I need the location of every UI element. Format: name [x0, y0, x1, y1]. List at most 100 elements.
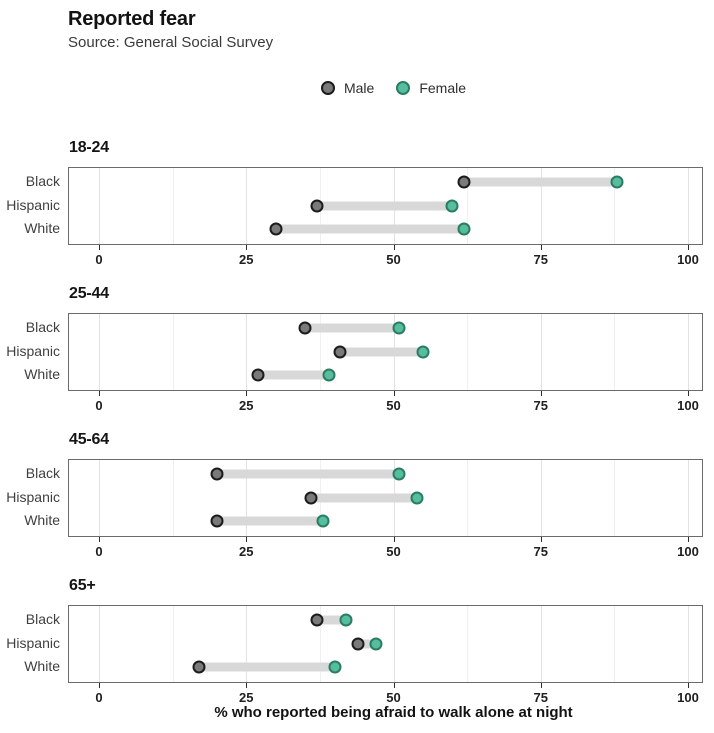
- dumbbell-connector: [305, 323, 400, 333]
- female-dot: [328, 660, 342, 674]
- axis-tick-label: 50: [386, 544, 401, 559]
- facet-title: 18-24: [69, 139, 109, 156]
- legend: Male Female: [99, 77, 688, 99]
- y-axis-labels: Black Hispanic White: [0, 605, 60, 683]
- row-label: Black: [25, 319, 60, 335]
- axis-tick-label: 100: [677, 398, 699, 413]
- dumbbell-connector: [316, 615, 347, 625]
- dumbbell-connector: [340, 347, 423, 356]
- axis-tick: [540, 537, 542, 542]
- dumbbell-connector: [199, 662, 335, 672]
- female-dot: [610, 175, 624, 189]
- axis-tick: [246, 391, 248, 396]
- major-gridline: [540, 606, 542, 682]
- axis-tick: [540, 683, 542, 688]
- row-label: White: [24, 512, 60, 528]
- row-label: Hispanic: [6, 488, 60, 505]
- major-gridline: [688, 168, 689, 244]
- axis-tick: [99, 683, 100, 688]
- axis-tick: [99, 537, 100, 542]
- minor-gridline: [614, 460, 616, 536]
- legend-item-female: Female: [396, 80, 466, 96]
- x-axis: 0 25 50 75 100: [95, 683, 699, 713]
- female-dot: [445, 199, 459, 212]
- dumbbell-connector: [216, 516, 323, 526]
- axis-tick-label: 25: [239, 544, 254, 559]
- major-gridline: [99, 606, 100, 682]
- axis-tick: [393, 537, 395, 542]
- major-gridline: [540, 460, 542, 536]
- plot-panel: [68, 605, 703, 683]
- female-dot: [416, 345, 430, 358]
- facet-25-44: 25-44 Black Hispanic White 0 25 50 75 100: [0, 276, 714, 422]
- minor-gridline: [614, 606, 616, 682]
- axis-tick-label: 75: [533, 690, 548, 705]
- male-dot: [310, 613, 324, 627]
- minor-gridline: [614, 314, 616, 390]
- male-dot: [298, 321, 312, 335]
- facet-title: 65+: [69, 577, 96, 594]
- chart-subtitle: Source: General Social Survey: [68, 34, 274, 51]
- facet-title: 45-64: [69, 431, 109, 448]
- axis-tick-label: 25: [239, 398, 254, 413]
- minor-gridline: [614, 168, 616, 244]
- male-dot: [310, 199, 324, 212]
- female-dot: [392, 467, 406, 481]
- facet-65+: 65+ Black Hispanic White 0 25 50 75 100: [0, 568, 714, 714]
- row-label: Black: [25, 465, 60, 481]
- y-axis-labels: Black Hispanic White: [0, 167, 60, 245]
- major-gridline: [688, 606, 689, 682]
- dumbbell-connector: [311, 493, 418, 502]
- plot-panel: [68, 313, 703, 391]
- legend-item-male: Male: [320, 80, 374, 96]
- row-label: Hispanic: [6, 342, 60, 359]
- major-gridline: [99, 460, 100, 536]
- dumbbell-connector: [358, 639, 376, 648]
- minor-gridline: [467, 314, 469, 390]
- row-label: Hispanic: [6, 196, 60, 213]
- major-gridline: [688, 460, 689, 536]
- y-axis-labels: Black Hispanic White: [0, 313, 60, 391]
- minor-gridline: [172, 606, 174, 682]
- axis-tick-label: 25: [239, 252, 254, 267]
- axis-tick: [246, 245, 248, 250]
- row-label: Hispanic: [6, 634, 60, 651]
- minor-gridline: [467, 460, 469, 536]
- male-dot: [192, 660, 206, 674]
- page-title: Reported fear: [68, 8, 196, 30]
- minor-gridline: [467, 606, 469, 682]
- facet-18-24: 18-24 Black Hispanic White 0 25 50 75 100: [0, 130, 714, 276]
- female-dot: [322, 368, 336, 382]
- minor-gridline: [319, 606, 321, 682]
- axis-tick: [246, 683, 248, 688]
- plot-panel: [68, 167, 703, 245]
- minor-gridline: [467, 168, 469, 244]
- major-gridline: [99, 168, 100, 244]
- x-axis-title: % who reported being afraid to walk alon…: [214, 704, 573, 721]
- axis-tick: [246, 537, 248, 542]
- minor-gridline: [319, 314, 321, 390]
- axis-tick-label: 100: [677, 690, 699, 705]
- axis-tick-label: 0: [95, 398, 103, 413]
- legend-label-female: Female: [419, 80, 467, 96]
- female-dot: [410, 491, 424, 504]
- male-dot: [457, 175, 471, 189]
- axis-tick-label: 100: [677, 252, 699, 267]
- axis-tick: [99, 391, 100, 396]
- plot-panel: [68, 459, 703, 537]
- axis-tick-label: 0: [95, 544, 103, 559]
- male-legend-swatch-icon: [320, 81, 335, 95]
- axis-tick-label: 0: [95, 690, 103, 705]
- major-gridline: [540, 168, 542, 244]
- axis-tick: [540, 245, 542, 250]
- male-dot: [210, 514, 224, 528]
- female-dot: [316, 514, 330, 528]
- axis-tick: [99, 245, 100, 250]
- female-dot: [392, 321, 406, 335]
- axis-tick: [540, 391, 542, 396]
- x-axis: 0 25 50 75 100: [95, 391, 699, 421]
- row-label: Black: [25, 173, 60, 189]
- x-axis: 0 25 50 75 100: [95, 245, 699, 275]
- male-dot: [304, 491, 318, 504]
- axis-tick: [393, 245, 395, 250]
